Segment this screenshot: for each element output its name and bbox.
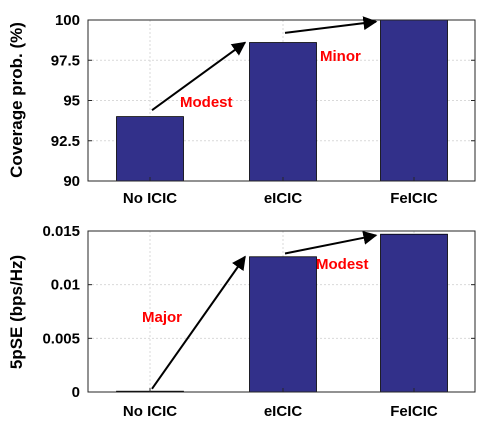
y-tick-label: 0: [72, 384, 80, 401]
bar-eicic: [249, 256, 317, 393]
y-tick-label: 90: [63, 173, 80, 190]
annotation-label: Minor: [320, 48, 361, 65]
bar-eicic: [249, 42, 317, 182]
bar-feicic: [380, 19, 448, 182]
annotation-arrow: [284, 230, 378, 255]
y-tick-label: 0.005: [42, 330, 80, 347]
y-tick-label: 100: [55, 12, 80, 29]
5pse-chart: 0 0.005 0.01 0.015 No ICIC eICIC FeICIC 5pSE (b…: [7, 223, 476, 420]
y-tick-label: 0.01: [51, 277, 80, 294]
x-tick-label: eICIC: [264, 403, 303, 420]
annotation-arrow: [151, 255, 246, 390]
y-tick-label: 92.5: [51, 133, 80, 150]
annotation-label: Modest: [180, 94, 233, 111]
x-tick-label: No ICIC: [123, 190, 177, 207]
annotation-arrow: [151, 41, 247, 111]
bar-feicic: [380, 233, 448, 393]
annotation-label: Major: [142, 309, 182, 326]
annotation-label: Modest: [316, 256, 369, 273]
y-tick-label: 97.5: [51, 52, 80, 69]
annotation-arrow: [284, 16, 378, 34]
x-tick-label: eICIC: [264, 190, 303, 207]
x-tick-label: FeICIC: [390, 190, 438, 207]
coverage-chart: 90 92.5 95 97.5 100 No ICIC eICIC FeICIC Coverag…: [7, 12, 476, 207]
y-tick-label: 0.015: [42, 223, 80, 240]
x-tick-label: FeICIC: [390, 403, 438, 420]
x-tick-label: No ICIC: [123, 403, 177, 420]
y-tick-label: 95: [63, 93, 80, 110]
axes-frame: [87, 230, 476, 393]
y-axis-label: 5pSE (bps/Hz): [7, 255, 26, 369]
bar-no-icic: [116, 116, 184, 182]
y-axis-label: Coverage prob. (%): [7, 22, 26, 178]
